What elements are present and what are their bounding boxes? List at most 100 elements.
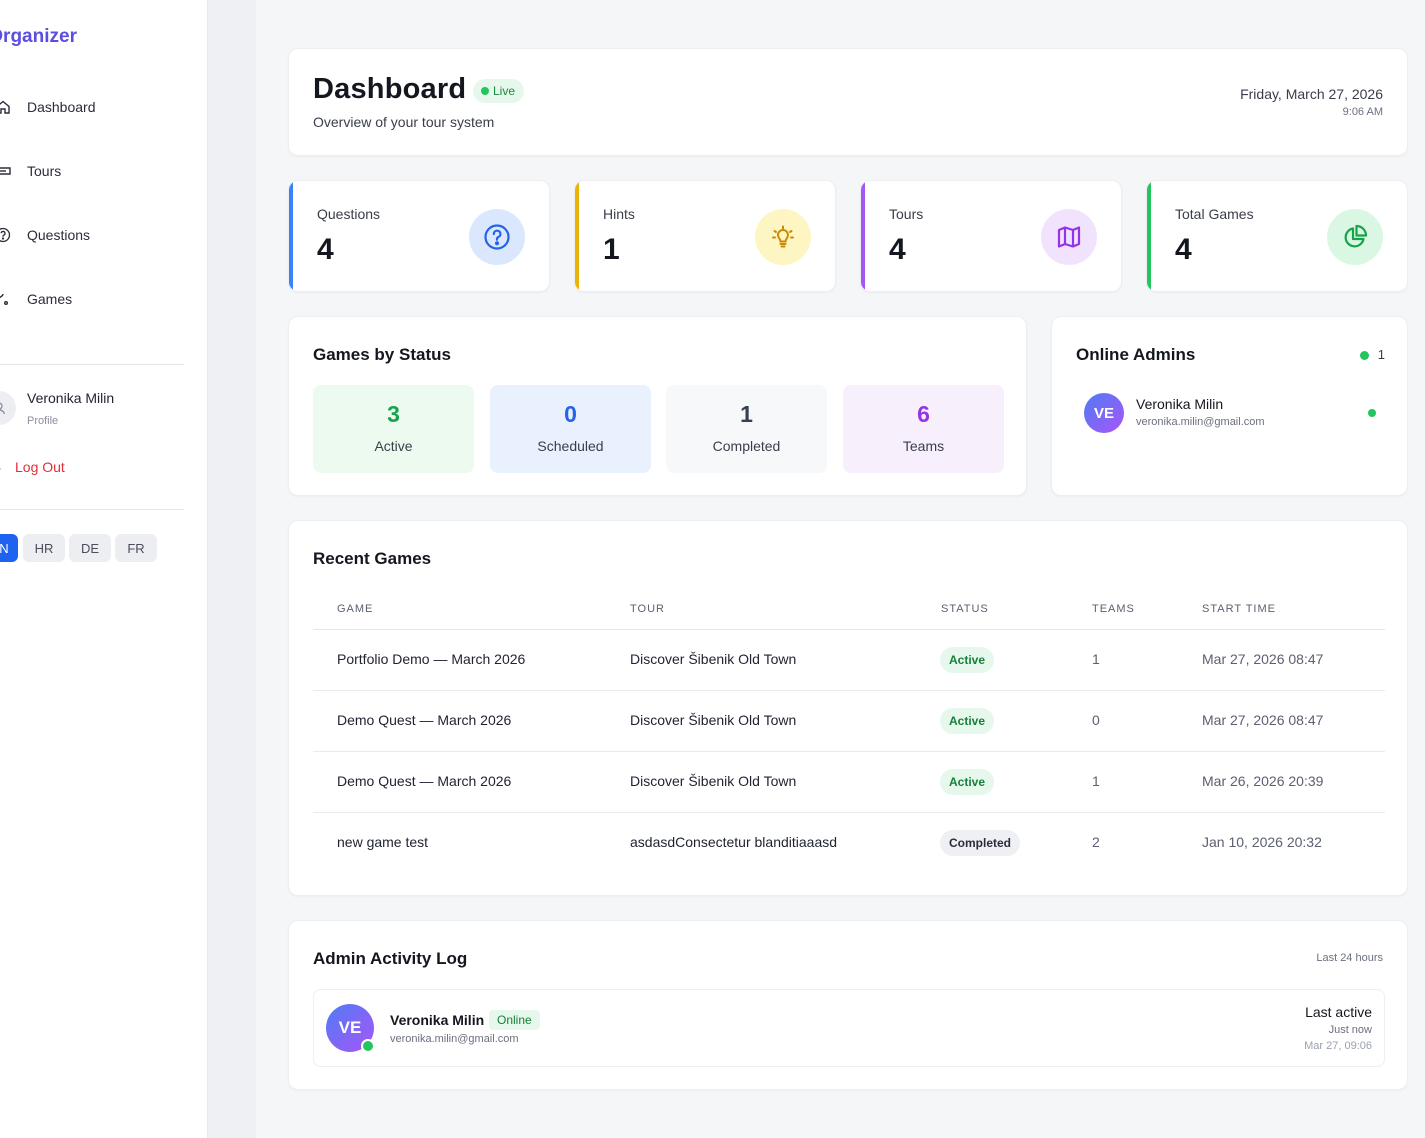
game-name: Demo Quest — March 2026 xyxy=(337,712,512,728)
status-tile-teams[interactable]: 6 Teams xyxy=(843,385,1004,473)
table-row[interactable]: Demo Quest — March 2026 Discover Šibenik… xyxy=(313,752,1385,813)
tile-value: 1 xyxy=(740,401,753,427)
last-active-label: Last active xyxy=(1305,1004,1372,1020)
activity-time-range: Last 24 hours xyxy=(1316,952,1383,964)
tile-label: Scheduled xyxy=(537,438,604,454)
stat-label: Questions xyxy=(317,206,381,222)
stat-value: 4 xyxy=(889,233,906,266)
status-badge: Active xyxy=(940,647,995,673)
tile-label: Completed xyxy=(712,438,781,454)
status-badge: Completed xyxy=(940,830,1021,856)
tour-name: Discover Šibenik Old Town xyxy=(630,651,797,667)
card-title: Recent Games xyxy=(313,549,432,568)
logout-label: Log Out xyxy=(15,459,65,475)
stat-card-total-games[interactable]: Total Games 4 xyxy=(1146,180,1408,292)
stat-label: Hints xyxy=(603,206,635,222)
nav-label: Questions xyxy=(27,227,91,243)
column-header-tour[interactable]: Tour xyxy=(630,603,665,615)
stat-accent-bar xyxy=(861,181,865,291)
tile-value: 6 xyxy=(917,401,930,427)
stat-value: 4 xyxy=(317,233,334,266)
nav-item-dashboard[interactable]: Dashboard xyxy=(0,87,190,127)
column-header-status[interactable]: Status xyxy=(941,603,989,615)
column-header-teams[interactable]: Teams xyxy=(1092,603,1135,615)
nav-label: Tours xyxy=(27,163,62,179)
home-icon xyxy=(0,98,12,116)
status-tile-active[interactable]: 3 Active xyxy=(313,385,474,473)
language-button-de[interactable]: DE xyxy=(69,534,111,562)
question-circle-icon xyxy=(469,209,525,265)
column-header-game[interactable]: Game xyxy=(337,603,374,615)
stat-label: Tours xyxy=(889,206,924,222)
status-tile-scheduled[interactable]: 0 Scheduled xyxy=(490,385,651,473)
sidebar-divider xyxy=(0,364,184,365)
card-title: Games by Status xyxy=(313,345,451,364)
teams-count: 1 xyxy=(1092,651,1100,667)
nav-item-tours[interactable]: Tours xyxy=(0,151,190,191)
profile-link[interactable]: Veronika Milin Profile xyxy=(0,386,190,436)
online-status-dot xyxy=(361,1039,375,1053)
status-badge: Online xyxy=(489,1010,540,1030)
sidebar: ur Organizer Dashboard Tours Questions G… xyxy=(0,0,208,1138)
page-subtitle: Overview of your tour system xyxy=(313,114,495,130)
tour-name: Discover Šibenik Old Town xyxy=(630,712,797,728)
tile-value: 0 xyxy=(564,401,577,427)
tour-name: Discover Šibenik Old Town xyxy=(630,773,797,789)
avatar xyxy=(0,391,16,425)
recent-games-card: Recent Games Game Tour Status Teams Star… xyxy=(288,520,1408,896)
tile-label: Teams xyxy=(902,438,945,454)
language-button-hr[interactable]: HR xyxy=(23,534,65,562)
stat-accent-bar xyxy=(1147,181,1151,291)
admin-name: Veronika Milin xyxy=(390,1012,485,1028)
nav-label: Games xyxy=(27,291,73,307)
teams-count: 1 xyxy=(1092,773,1100,789)
stat-label: Total Games xyxy=(1175,206,1254,222)
status-badge: Active xyxy=(940,769,995,795)
live-status-badge: Live xyxy=(473,79,525,103)
page-title: Dashboard xyxy=(313,73,467,105)
stat-card-tours[interactable]: Tours 4 xyxy=(860,180,1122,292)
table-header-divider xyxy=(313,629,1385,630)
status-tile-completed[interactable]: 1 Completed xyxy=(666,385,827,473)
table-row[interactable]: Demo Quest — March 2026 Discover Šibenik… xyxy=(313,691,1385,752)
stat-card-hints[interactable]: Hints 1 xyxy=(574,180,836,292)
online-status-dot xyxy=(1368,409,1376,417)
lightbulb-icon xyxy=(755,209,811,265)
teams-count: 2 xyxy=(1092,834,1100,850)
teams-count: 0 xyxy=(1092,712,1100,728)
last-active-relative: Just now xyxy=(1328,1024,1372,1036)
language-button-en[interactable]: N xyxy=(0,534,18,562)
nav-label: Dashboard xyxy=(27,99,96,115)
stat-accent-bar xyxy=(575,181,579,291)
nav-item-games[interactable]: Games xyxy=(0,279,190,319)
profile-name: Veronika Milin xyxy=(27,390,115,406)
admin-activity-log-card: Admin Activity Log Last 24 hours VE Vero… xyxy=(288,920,1408,1090)
last-active-timestamp: Mar 27, 09:06 xyxy=(1304,1040,1372,1052)
online-admins-card: Online Admins 1 VE Veronika Milin veroni… xyxy=(1051,316,1408,496)
table-row[interactable]: new game test asdasdConsectetur blanditi… xyxy=(313,813,1385,874)
stat-card-questions[interactable]: Questions 4 xyxy=(288,180,550,292)
sidebar-divider xyxy=(0,509,184,510)
nav-item-questions[interactable]: Questions xyxy=(0,215,190,255)
game-name: Demo Quest — March 2026 xyxy=(337,773,512,789)
dashboard-header: Dashboard Live Overview of your tour sys… xyxy=(288,48,1408,156)
activity-entry[interactable]: VE Veronika Milin Online veronika.milin@… xyxy=(313,989,1385,1067)
brand-title: ur Organizer xyxy=(0,26,77,47)
start-time: Mar 27, 2026 08:47 xyxy=(1202,651,1324,667)
current-time: 9:06 AM xyxy=(1342,106,1383,118)
avatar: VE xyxy=(1084,393,1124,433)
games-by-status-card: Games by Status 3 Active 0 Scheduled 1 C… xyxy=(288,316,1027,496)
stat-value: 1 xyxy=(603,233,620,266)
language-button-fr[interactable]: FR xyxy=(115,534,157,562)
map-icon xyxy=(1041,209,1097,265)
stat-value: 4 xyxy=(1175,233,1192,266)
start-time: Jan 10, 2026 20:32 xyxy=(1202,834,1322,850)
stat-accent-bar xyxy=(289,181,293,291)
profile-sub-label: Profile xyxy=(27,415,59,427)
online-admin-item[interactable]: VE Veronika Milin veronika.milin@gmail.c… xyxy=(1084,393,1384,433)
logout-icon xyxy=(0,461,4,477)
column-header-start-time[interactable]: Start Time xyxy=(1202,603,1276,615)
table-row[interactable]: Portfolio Demo — March 2026 Discover Šib… xyxy=(313,630,1385,691)
card-title: Admin Activity Log xyxy=(313,949,468,968)
current-date: Friday, March 27, 2026 xyxy=(1240,86,1383,102)
